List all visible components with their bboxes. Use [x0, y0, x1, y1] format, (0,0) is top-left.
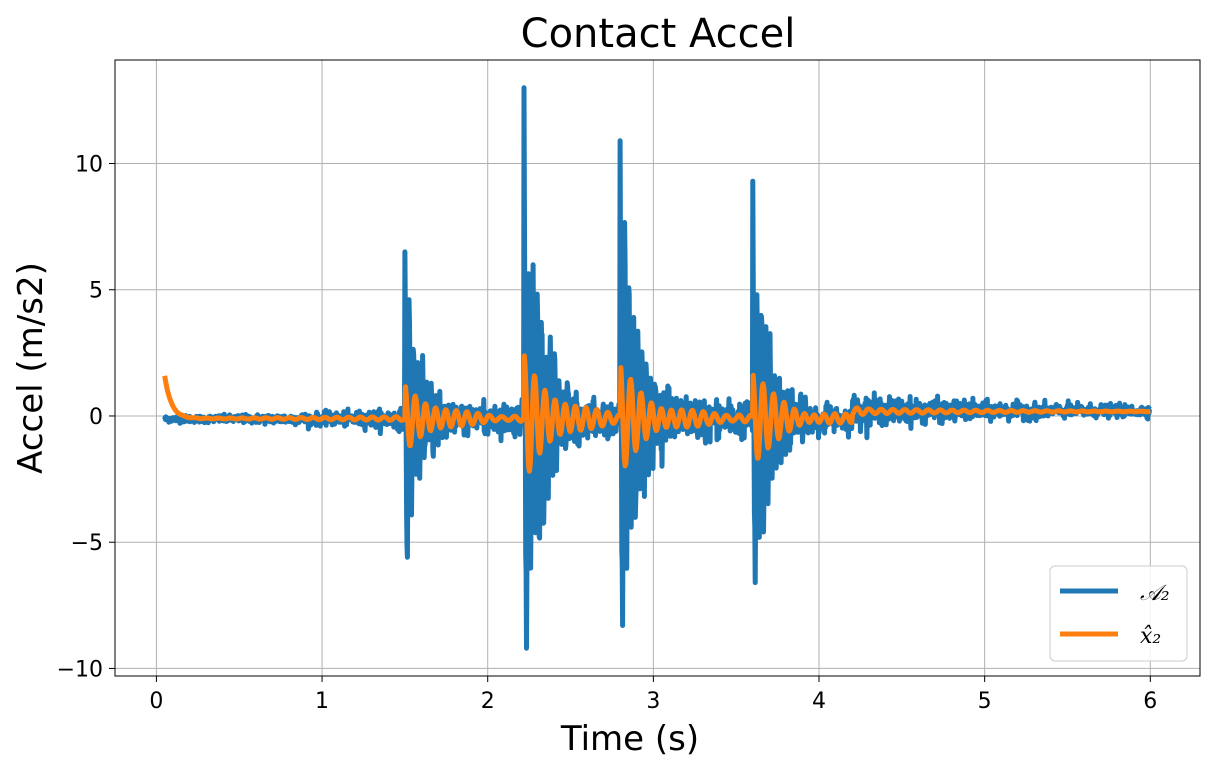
series-a2-line	[162, 85, 1153, 651]
chart-title: Contact Accel	[521, 11, 796, 57]
legend: 𝒜₂ x̂₂	[1049, 565, 1188, 662]
series-x2hat-line	[162, 353, 1153, 474]
y-tick-label: 5	[89, 279, 103, 304]
legend-label-x2hat: x̂₂	[1140, 624, 1161, 649]
x-tick-label: 3	[646, 689, 660, 714]
x-tick-label: 6	[1143, 689, 1157, 714]
x-tick-label: 4	[812, 689, 826, 714]
y-tick-label: −10	[57, 657, 103, 682]
y-tick-label: 0	[89, 405, 103, 430]
x-tick-label: 0	[149, 689, 163, 714]
y-tick-label: 10	[75, 153, 103, 178]
y-axis-label: Accel (m/s2)	[11, 262, 51, 474]
plot-frame	[114, 59, 1201, 677]
grid	[115, 60, 1200, 676]
ticks: 0 1 2 3 4 5 6 −10 −5 0 5 10	[57, 153, 1158, 714]
x-tick-label: 2	[481, 689, 495, 714]
legend-label-a2: 𝒜₂	[1140, 581, 1170, 606]
x-tick-label: 5	[978, 689, 992, 714]
y-tick-label: −5	[71, 531, 103, 556]
x-tick-label: 1	[315, 689, 329, 714]
x-axis-label: Time (s)	[560, 719, 699, 759]
series-layer	[162, 85, 1153, 651]
